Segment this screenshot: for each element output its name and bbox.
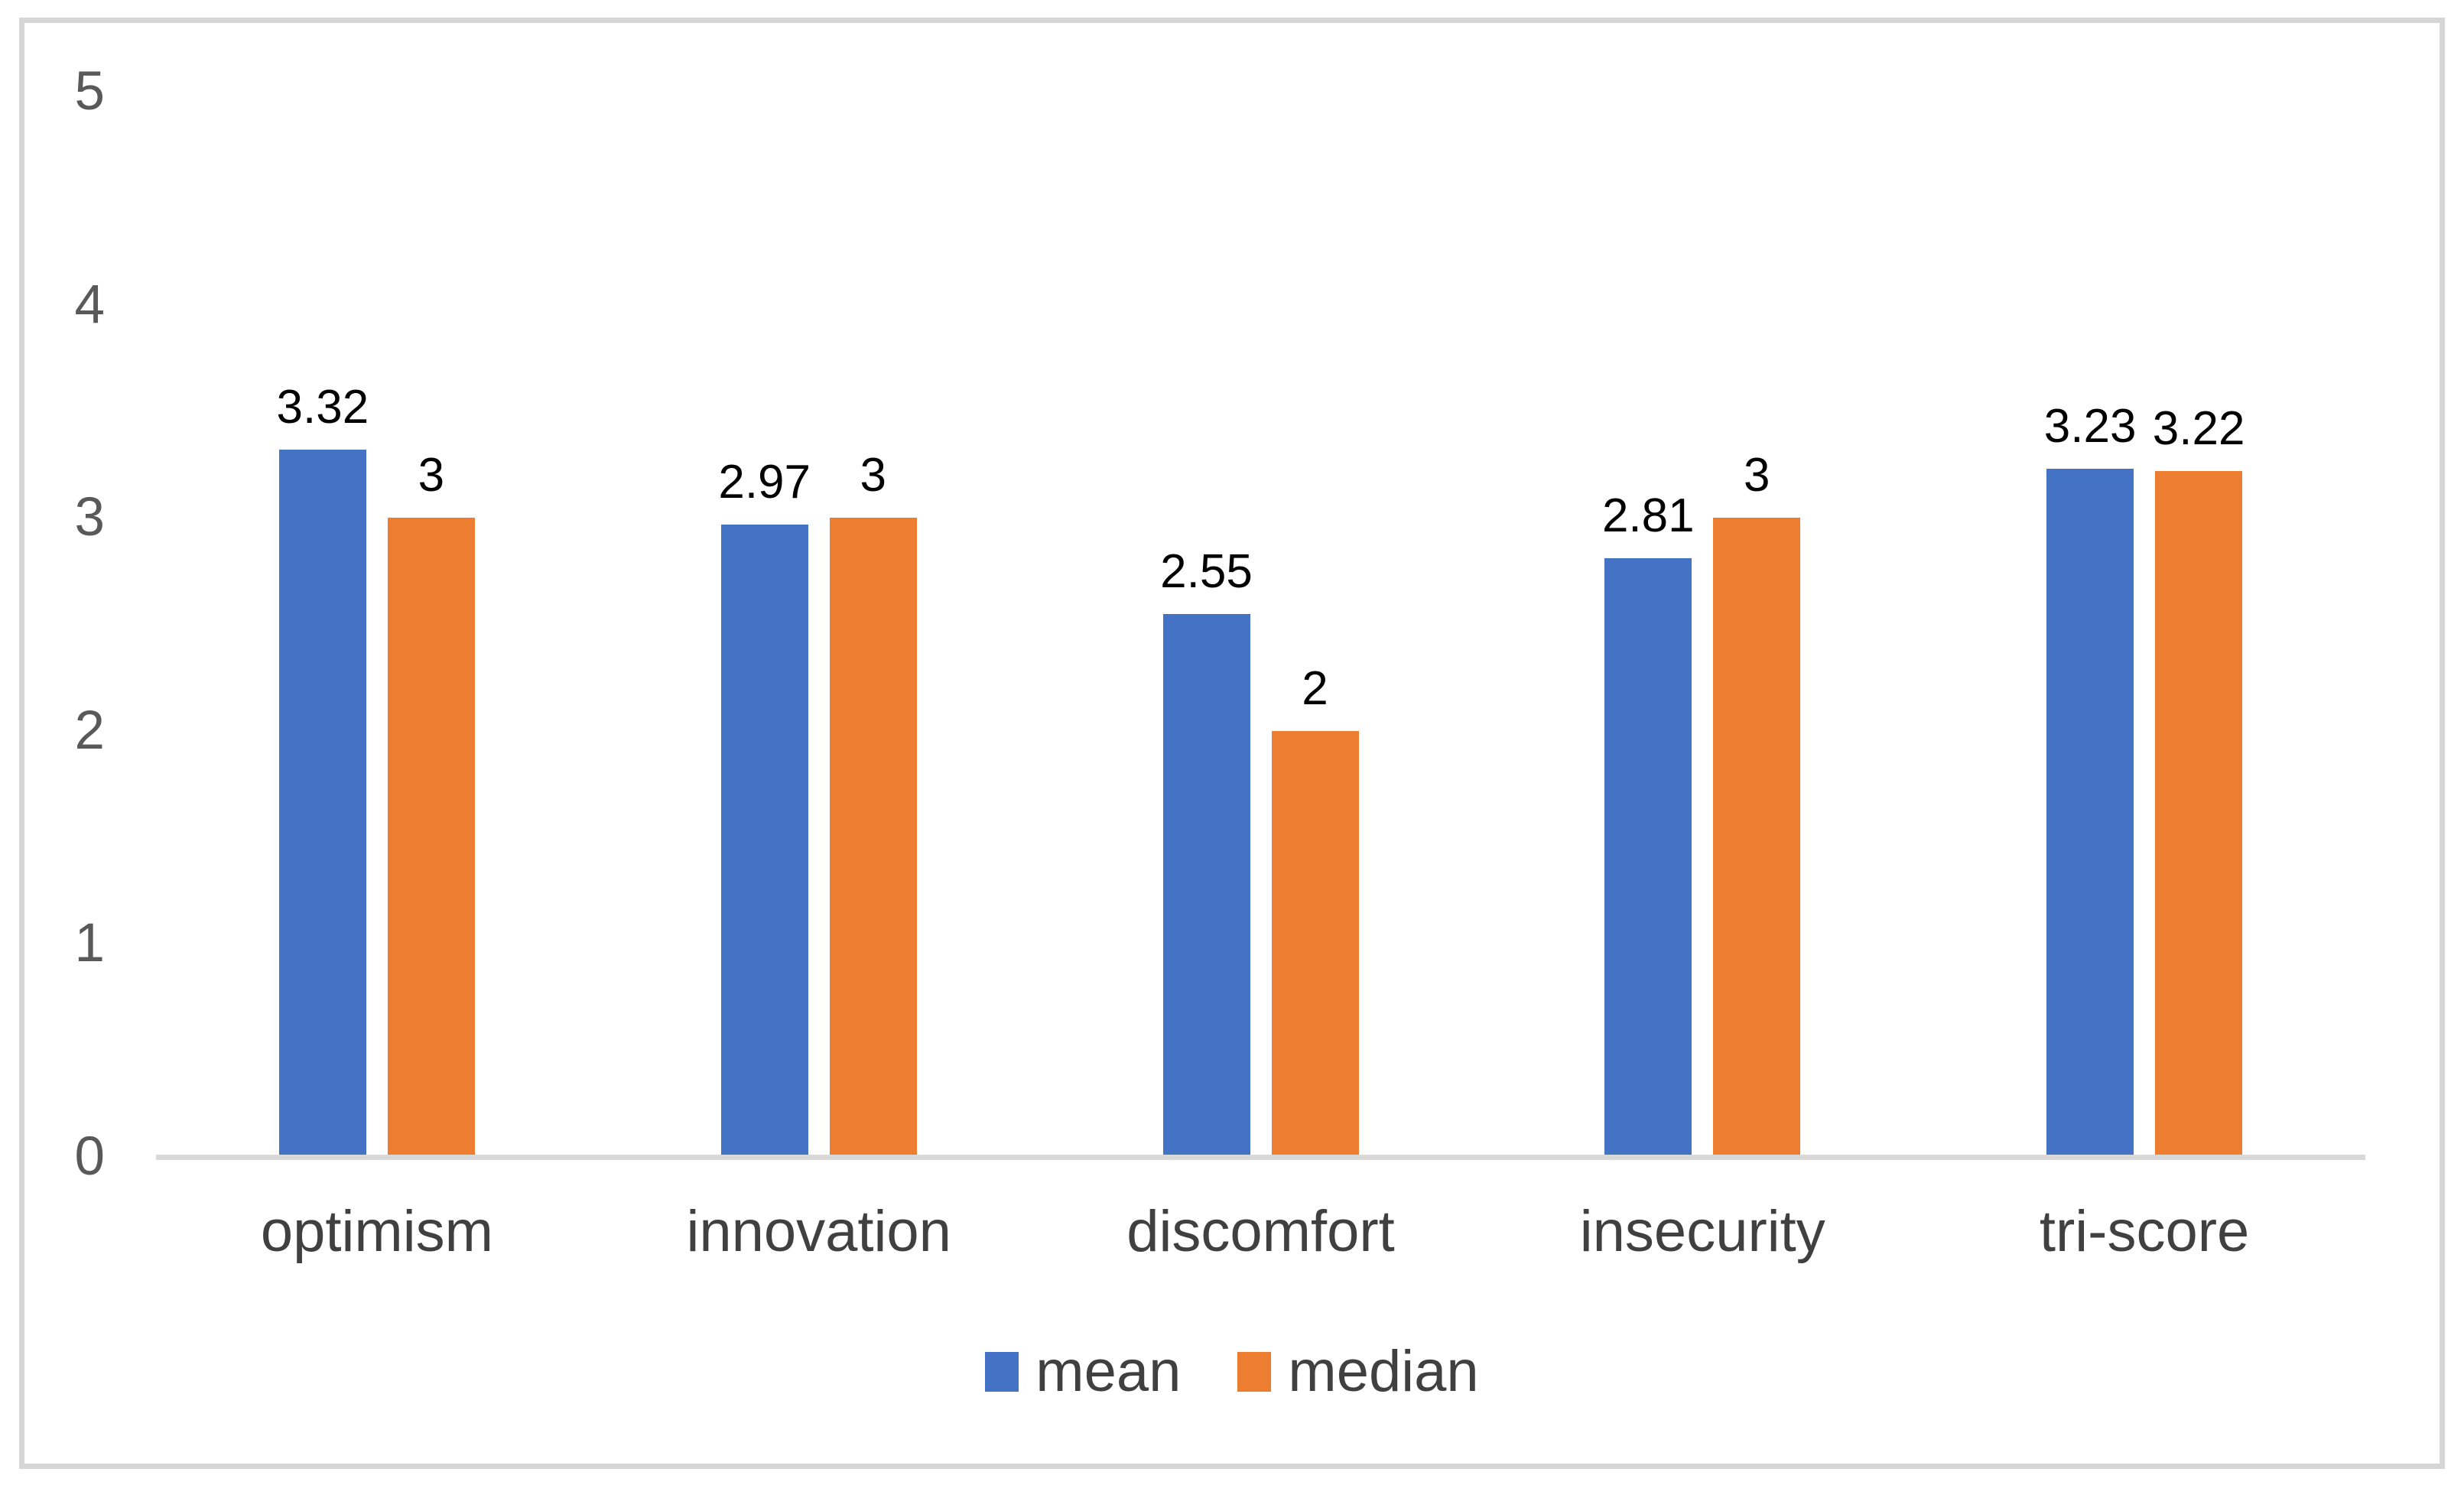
bar-mean-tri-score — [2046, 469, 2134, 1157]
y-axis-tick-label: 3 — [74, 487, 106, 548]
legend-item-median: median — [1237, 1339, 1479, 1404]
data-label-median-innovation: 3 — [860, 449, 886, 502]
legend: mean median — [24, 1343, 2440, 1401]
bar-mean-optimism — [278, 450, 366, 1157]
data-label-median-tri-score: 3.22 — [2152, 401, 2245, 455]
bar-median-optimism — [387, 518, 475, 1157]
bar-median-innovation — [829, 518, 917, 1157]
y-axis-tick-label: 1 — [74, 913, 106, 974]
legend-swatch-mean — [985, 1352, 1019, 1392]
legend-swatch-median — [1237, 1352, 1272, 1392]
bar-median-discomfort — [1271, 730, 1359, 1157]
chart-frame: 0 1 2 3 4 5 3.32 3 2.97 3 2.55 2 2.81 3 3.23 3.22 opti… — [19, 18, 2445, 1469]
bar-mean-innovation — [720, 524, 808, 1157]
data-label-mean-optimism: 3.32 — [276, 381, 369, 434]
data-label-mean-insecurity: 2.81 — [1601, 489, 1695, 543]
category-label-tri-score: tri-score — [2039, 1199, 2250, 1264]
data-label-mean-discomfort: 2.55 — [1160, 544, 1253, 598]
y-axis-tick-label: 0 — [74, 1126, 106, 1187]
legend-item-mean: mean — [985, 1343, 1181, 1401]
category-label-optimism: optimism — [260, 1199, 493, 1264]
y-axis-tick-label: 5 — [74, 61, 106, 122]
chart-plot-area: 0 1 2 3 4 5 3.32 3 2.97 3 2.55 2 2.81 3 3.23 3.22 opti… — [24, 23, 2440, 1464]
data-label-mean-innovation: 2.97 — [718, 455, 811, 509]
bar-mean-discomfort — [1162, 613, 1250, 1157]
data-label-median-optimism: 3 — [418, 449, 445, 502]
y-axis-tick-label: 4 — [74, 274, 106, 335]
category-label-insecurity: insecurity — [1579, 1199, 1825, 1264]
category-label-innovation: innovation — [686, 1199, 951, 1264]
category-label-discomfort: discomfort — [1126, 1199, 1395, 1264]
bar-mean-insecurity — [1604, 558, 1692, 1157]
data-label-median-discomfort: 2 — [1302, 661, 1328, 715]
data-label-mean-tri-score: 3.23 — [2043, 400, 2137, 453]
bar-median-tri-score — [2155, 470, 2243, 1157]
legend-label-median: median — [1288, 1339, 1479, 1404]
legend-label-mean: mean — [1035, 1339, 1182, 1404]
bar-median-insecurity — [1713, 518, 1801, 1157]
x-axis-line — [156, 1155, 2365, 1160]
data-label-median-insecurity: 3 — [1744, 449, 1770, 502]
y-axis-tick-label: 2 — [74, 700, 106, 761]
